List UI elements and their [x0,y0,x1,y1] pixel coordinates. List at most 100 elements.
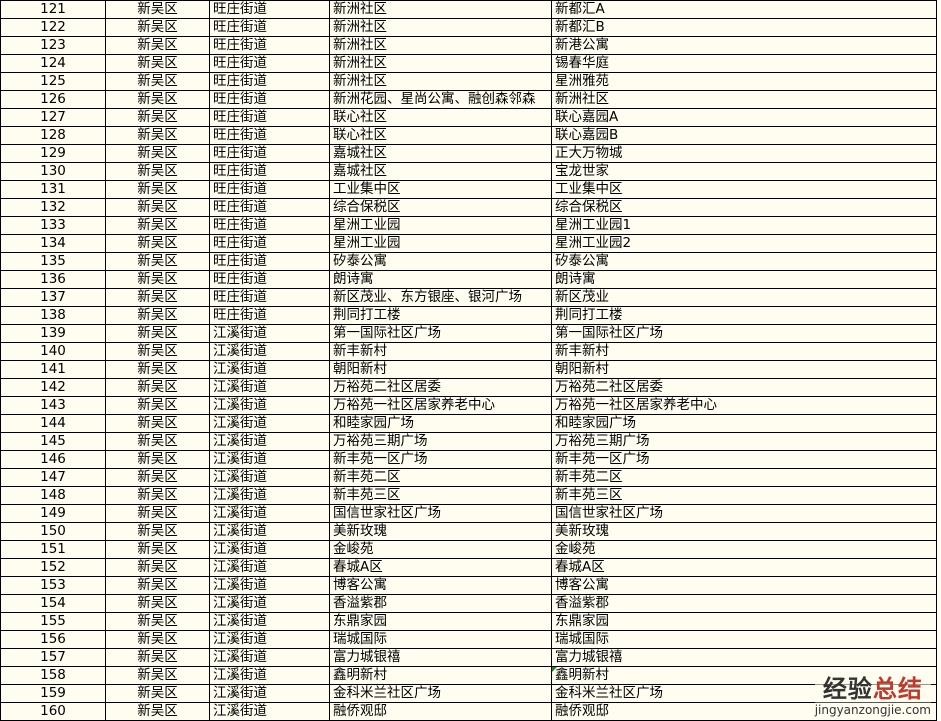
location-cell[interactable]: 万裕苑三期广场 [551,432,937,451]
location-cell[interactable]: 东鼎家园 [551,612,937,631]
district-cell[interactable]: 新吴区 [105,342,210,361]
street-cell[interactable]: 江溪街道 [209,504,330,523]
row-number-cell[interactable]: 138 [0,306,106,325]
location-cell[interactable]: 新丰苑三区 [551,486,937,505]
street-cell[interactable]: 旺庄街道 [209,90,330,109]
community-cell[interactable]: 国信世家社区广场 [329,504,552,523]
community-cell[interactable]: 朝阳新村 [329,360,552,379]
district-cell[interactable]: 新吴区 [105,234,210,253]
district-cell[interactable]: 新吴区 [105,324,210,343]
location-cell[interactable]: 香溢紫郡 [551,594,937,613]
community-cell[interactable]: 瑞城国际 [329,630,552,649]
location-cell[interactable]: 新丰苑二区 [551,468,937,487]
street-cell[interactable]: 江溪街道 [209,594,330,613]
row-number-cell[interactable]: 126 [0,90,106,109]
community-cell[interactable]: 星洲工业园 [329,234,552,253]
location-cell[interactable]: 金峻苑 [551,540,937,559]
street-cell[interactable]: 江溪街道 [209,558,330,577]
community-cell[interactable]: 朗诗寓 [329,270,552,289]
location-cell[interactable]: 荆同打工楼 [551,306,937,325]
district-cell[interactable]: 新吴区 [105,378,210,397]
street-cell[interactable]: 旺庄街道 [209,234,330,253]
district-cell[interactable]: 新吴区 [105,216,210,235]
location-cell[interactable]: 正大万物城 [551,144,937,163]
street-cell[interactable]: 旺庄街道 [209,144,330,163]
street-cell[interactable]: 旺庄街道 [209,36,330,55]
district-cell[interactable]: 新吴区 [105,630,210,649]
location-cell[interactable]: 新都汇B [551,18,937,37]
street-cell[interactable]: 旺庄街道 [209,54,330,73]
street-cell[interactable]: 旺庄街道 [209,252,330,271]
district-cell[interactable]: 新吴区 [105,450,210,469]
location-cell[interactable]: 朝阳新村 [551,360,937,379]
location-cell[interactable]: 博客公寓 [551,576,937,595]
street-cell[interactable]: 江溪街道 [209,702,330,721]
location-cell[interactable]: 锡春华庭 [551,54,937,73]
location-cell[interactable]: 宝龙世家 [551,162,937,181]
street-cell[interactable]: 江溪街道 [209,342,330,361]
row-number-cell[interactable]: 133 [0,216,106,235]
community-cell[interactable]: 工业集中区 [329,180,552,199]
row-number-cell[interactable]: 125 [0,72,106,91]
district-cell[interactable]: 新吴区 [105,612,210,631]
community-cell[interactable]: 春城A区 [329,558,552,577]
street-cell[interactable]: 旺庄街道 [209,198,330,217]
district-cell[interactable]: 新吴区 [105,648,210,667]
street-cell[interactable]: 江溪街道 [209,684,330,703]
community-cell[interactable]: 新丰新村 [329,342,552,361]
district-cell[interactable]: 新吴区 [105,702,210,721]
location-cell[interactable]: 星洲雅苑 [551,72,937,91]
district-cell[interactable]: 新吴区 [105,666,210,685]
row-number-cell[interactable]: 150 [0,522,106,541]
street-cell[interactable]: 旺庄街道 [209,72,330,91]
street-cell[interactable]: 江溪街道 [209,450,330,469]
location-cell[interactable]: 新港公寓 [551,36,937,55]
community-cell[interactable]: 矽泰公寓 [329,252,552,271]
row-number-cell[interactable]: 145 [0,432,106,451]
street-cell[interactable]: 江溪街道 [209,486,330,505]
street-cell[interactable]: 江溪街道 [209,666,330,685]
district-cell[interactable]: 新吴区 [105,594,210,613]
street-cell[interactable]: 江溪街道 [209,378,330,397]
street-cell[interactable]: 江溪街道 [209,432,330,451]
street-cell[interactable]: 旺庄街道 [209,108,330,127]
community-cell[interactable]: 新洲社区 [329,54,552,73]
location-cell[interactable]: 万裕苑一社区居家养老中心 [551,396,937,415]
community-cell[interactable]: 综合保税区 [329,198,552,217]
row-number-cell[interactable]: 152 [0,558,106,577]
community-cell[interactable]: 新丰苑三区 [329,486,552,505]
location-cell[interactable]: 综合保税区 [551,198,937,217]
row-number-cell[interactable]: 124 [0,54,106,73]
community-cell[interactable]: 万裕苑三期广场 [329,432,552,451]
community-cell[interactable]: 金科米兰社区广场 [329,684,552,703]
row-number-cell[interactable]: 149 [0,504,106,523]
district-cell[interactable]: 新吴区 [105,396,210,415]
district-cell[interactable]: 新吴区 [105,306,210,325]
community-cell[interactable]: 和睦家园广场 [329,414,552,433]
street-cell[interactable]: 江溪街道 [209,576,330,595]
community-cell[interactable]: 新洲花园、星尚公寓、融创森邻森 [329,90,552,109]
district-cell[interactable]: 新吴区 [105,558,210,577]
district-cell[interactable]: 新吴区 [105,108,210,127]
location-cell[interactable]: 美新玫瑰 [551,522,937,541]
street-cell[interactable]: 旺庄街道 [209,306,330,325]
row-number-cell[interactable]: 129 [0,144,106,163]
row-number-cell[interactable]: 122 [0,18,106,37]
district-cell[interactable]: 新吴区 [105,522,210,541]
district-cell[interactable]: 新吴区 [105,54,210,73]
community-cell[interactable]: 东鼎家园 [329,612,552,631]
row-number-cell[interactable]: 143 [0,396,106,415]
row-number-cell[interactable]: 131 [0,180,106,199]
district-cell[interactable]: 新吴区 [105,486,210,505]
row-number-cell[interactable]: 155 [0,612,106,631]
street-cell[interactable]: 江溪街道 [209,396,330,415]
community-cell[interactable]: 嘉城社区 [329,162,552,181]
row-number-cell[interactable]: 144 [0,414,106,433]
street-cell[interactable]: 旺庄街道 [209,0,330,19]
community-cell[interactable]: 鑫明新村 [329,666,552,685]
location-cell[interactable]: 和睦家园广场 [551,414,937,433]
street-cell[interactable]: 江溪街道 [209,630,330,649]
community-cell[interactable]: 第一国际社区广场 [329,324,552,343]
row-number-cell[interactable]: 159 [0,684,106,703]
location-cell[interactable]: 第一国际社区广场 [551,324,937,343]
